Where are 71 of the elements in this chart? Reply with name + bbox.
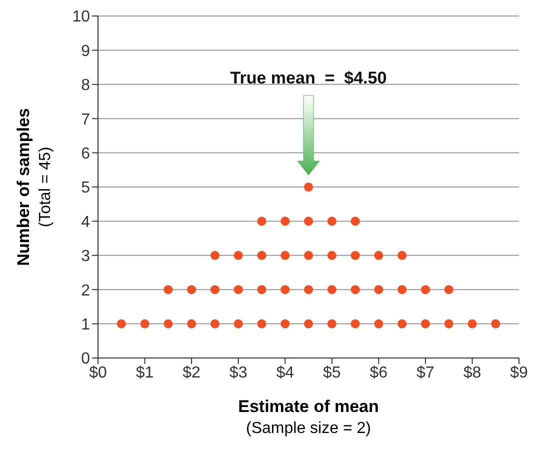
point xyxy=(444,285,454,294)
x-tick-label: $8 xyxy=(463,364,482,382)
point xyxy=(257,285,266,294)
y-tick-label: 8 xyxy=(81,77,90,94)
point xyxy=(420,319,430,328)
point xyxy=(327,319,336,328)
point xyxy=(280,319,290,328)
point xyxy=(140,319,150,328)
x-tick-label: $0 xyxy=(89,364,107,382)
point xyxy=(350,319,360,328)
y-tick-label: 9 xyxy=(81,42,90,60)
point xyxy=(350,250,360,260)
x-tick-label: $9 xyxy=(510,364,528,382)
point xyxy=(116,319,126,328)
point xyxy=(304,182,314,192)
y-tick-label: 4 xyxy=(81,214,90,231)
y-tick-label: 2 xyxy=(81,282,90,300)
point xyxy=(234,250,243,260)
x-tick-label: $4 xyxy=(276,364,294,382)
point xyxy=(210,285,220,294)
point xyxy=(187,285,196,294)
point xyxy=(374,250,384,260)
point xyxy=(350,216,360,226)
text: (Sample size = 2) xyxy=(245,419,372,439)
point xyxy=(374,319,384,328)
point xyxy=(304,319,314,328)
point xyxy=(420,285,430,294)
point xyxy=(210,250,220,260)
point xyxy=(280,216,290,226)
y-tick-label: 7 xyxy=(81,111,90,128)
point xyxy=(210,319,220,328)
x-tick-label: $2 xyxy=(182,364,201,382)
point xyxy=(327,216,336,226)
point xyxy=(234,285,243,294)
point xyxy=(398,250,407,260)
point xyxy=(444,319,454,328)
y-tick-label: 3 xyxy=(81,248,90,266)
point xyxy=(234,319,243,328)
point xyxy=(280,250,290,260)
y-tick-label: 5 xyxy=(81,180,90,197)
y-tick-label: 10 xyxy=(72,8,90,26)
y-axis-title: Number of samples xyxy=(13,107,34,268)
point xyxy=(304,285,314,294)
point xyxy=(327,285,336,294)
point xyxy=(164,285,173,294)
point xyxy=(257,319,266,328)
annotation: True mean = $4.50 xyxy=(230,68,387,88)
point xyxy=(468,319,477,328)
x-tick-label: $5 xyxy=(322,364,341,382)
point xyxy=(350,285,360,294)
point xyxy=(304,216,314,226)
point xyxy=(398,285,407,294)
y-tick-label: 0 xyxy=(81,350,90,368)
x-tick-label: $6 xyxy=(370,364,388,382)
point xyxy=(304,250,314,260)
x-tick-label: $1 xyxy=(136,364,154,382)
text: (Total = 45) xyxy=(36,146,55,230)
x-tick-label: $7 xyxy=(416,364,434,382)
point xyxy=(327,250,336,260)
y-tick-label: 1 xyxy=(81,316,90,334)
x-tick-label: $3 xyxy=(229,364,248,382)
x-axis-title: Estimate of mean xyxy=(237,396,380,418)
y-tick-label: 6 xyxy=(81,145,90,162)
point xyxy=(187,319,196,328)
point xyxy=(374,285,384,294)
point xyxy=(491,319,500,328)
point xyxy=(257,216,266,226)
point xyxy=(257,250,266,260)
point xyxy=(398,319,407,328)
point xyxy=(164,319,173,328)
point xyxy=(280,285,290,294)
